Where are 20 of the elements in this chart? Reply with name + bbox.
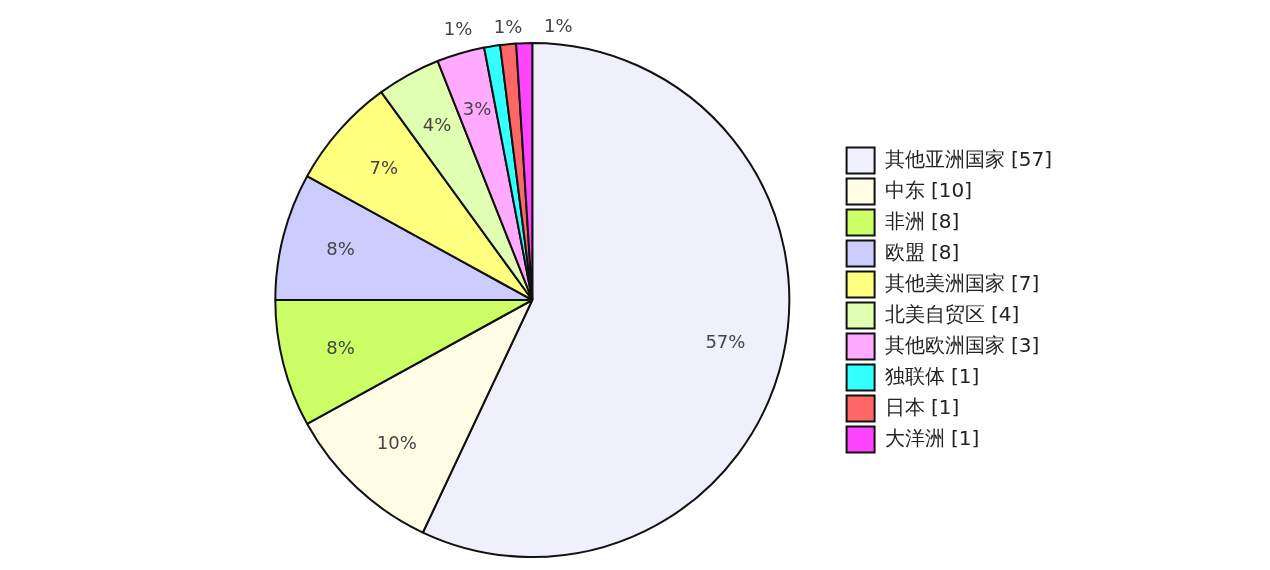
data-label: 8% <box>326 238 355 260</box>
data-label: 1% <box>543 14 573 36</box>
legend-label: 北美自贸区 [4] <box>884 301 1020 326</box>
legend-label: 其他美洲国家 [7] <box>884 270 1040 295</box>
data-label: 8% <box>326 336 355 358</box>
legend-label: 中东 [10] <box>884 177 973 202</box>
data-label: 3% <box>462 97 492 119</box>
legend-label: 非洲 [8] <box>884 208 960 233</box>
legend-label: 日本 [1] <box>884 394 960 419</box>
data-label: 4% <box>422 114 452 136</box>
legend-label: 大洋洲 [1] <box>884 425 980 450</box>
data-label: 7% <box>369 156 399 178</box>
legend-label: 其他亚洲国家 [57] <box>884 146 1053 171</box>
data-label: 1% <box>493 15 523 37</box>
data-label: 1% <box>443 17 473 39</box>
legend-label: 欧盟 [8] <box>884 239 960 264</box>
data-label: 10% <box>376 431 417 453</box>
legend-label: 其他欧洲国家 [3] <box>884 332 1040 357</box>
legend-label: 独联体 [1] <box>884 363 980 388</box>
data-label: 57% <box>705 330 746 352</box>
